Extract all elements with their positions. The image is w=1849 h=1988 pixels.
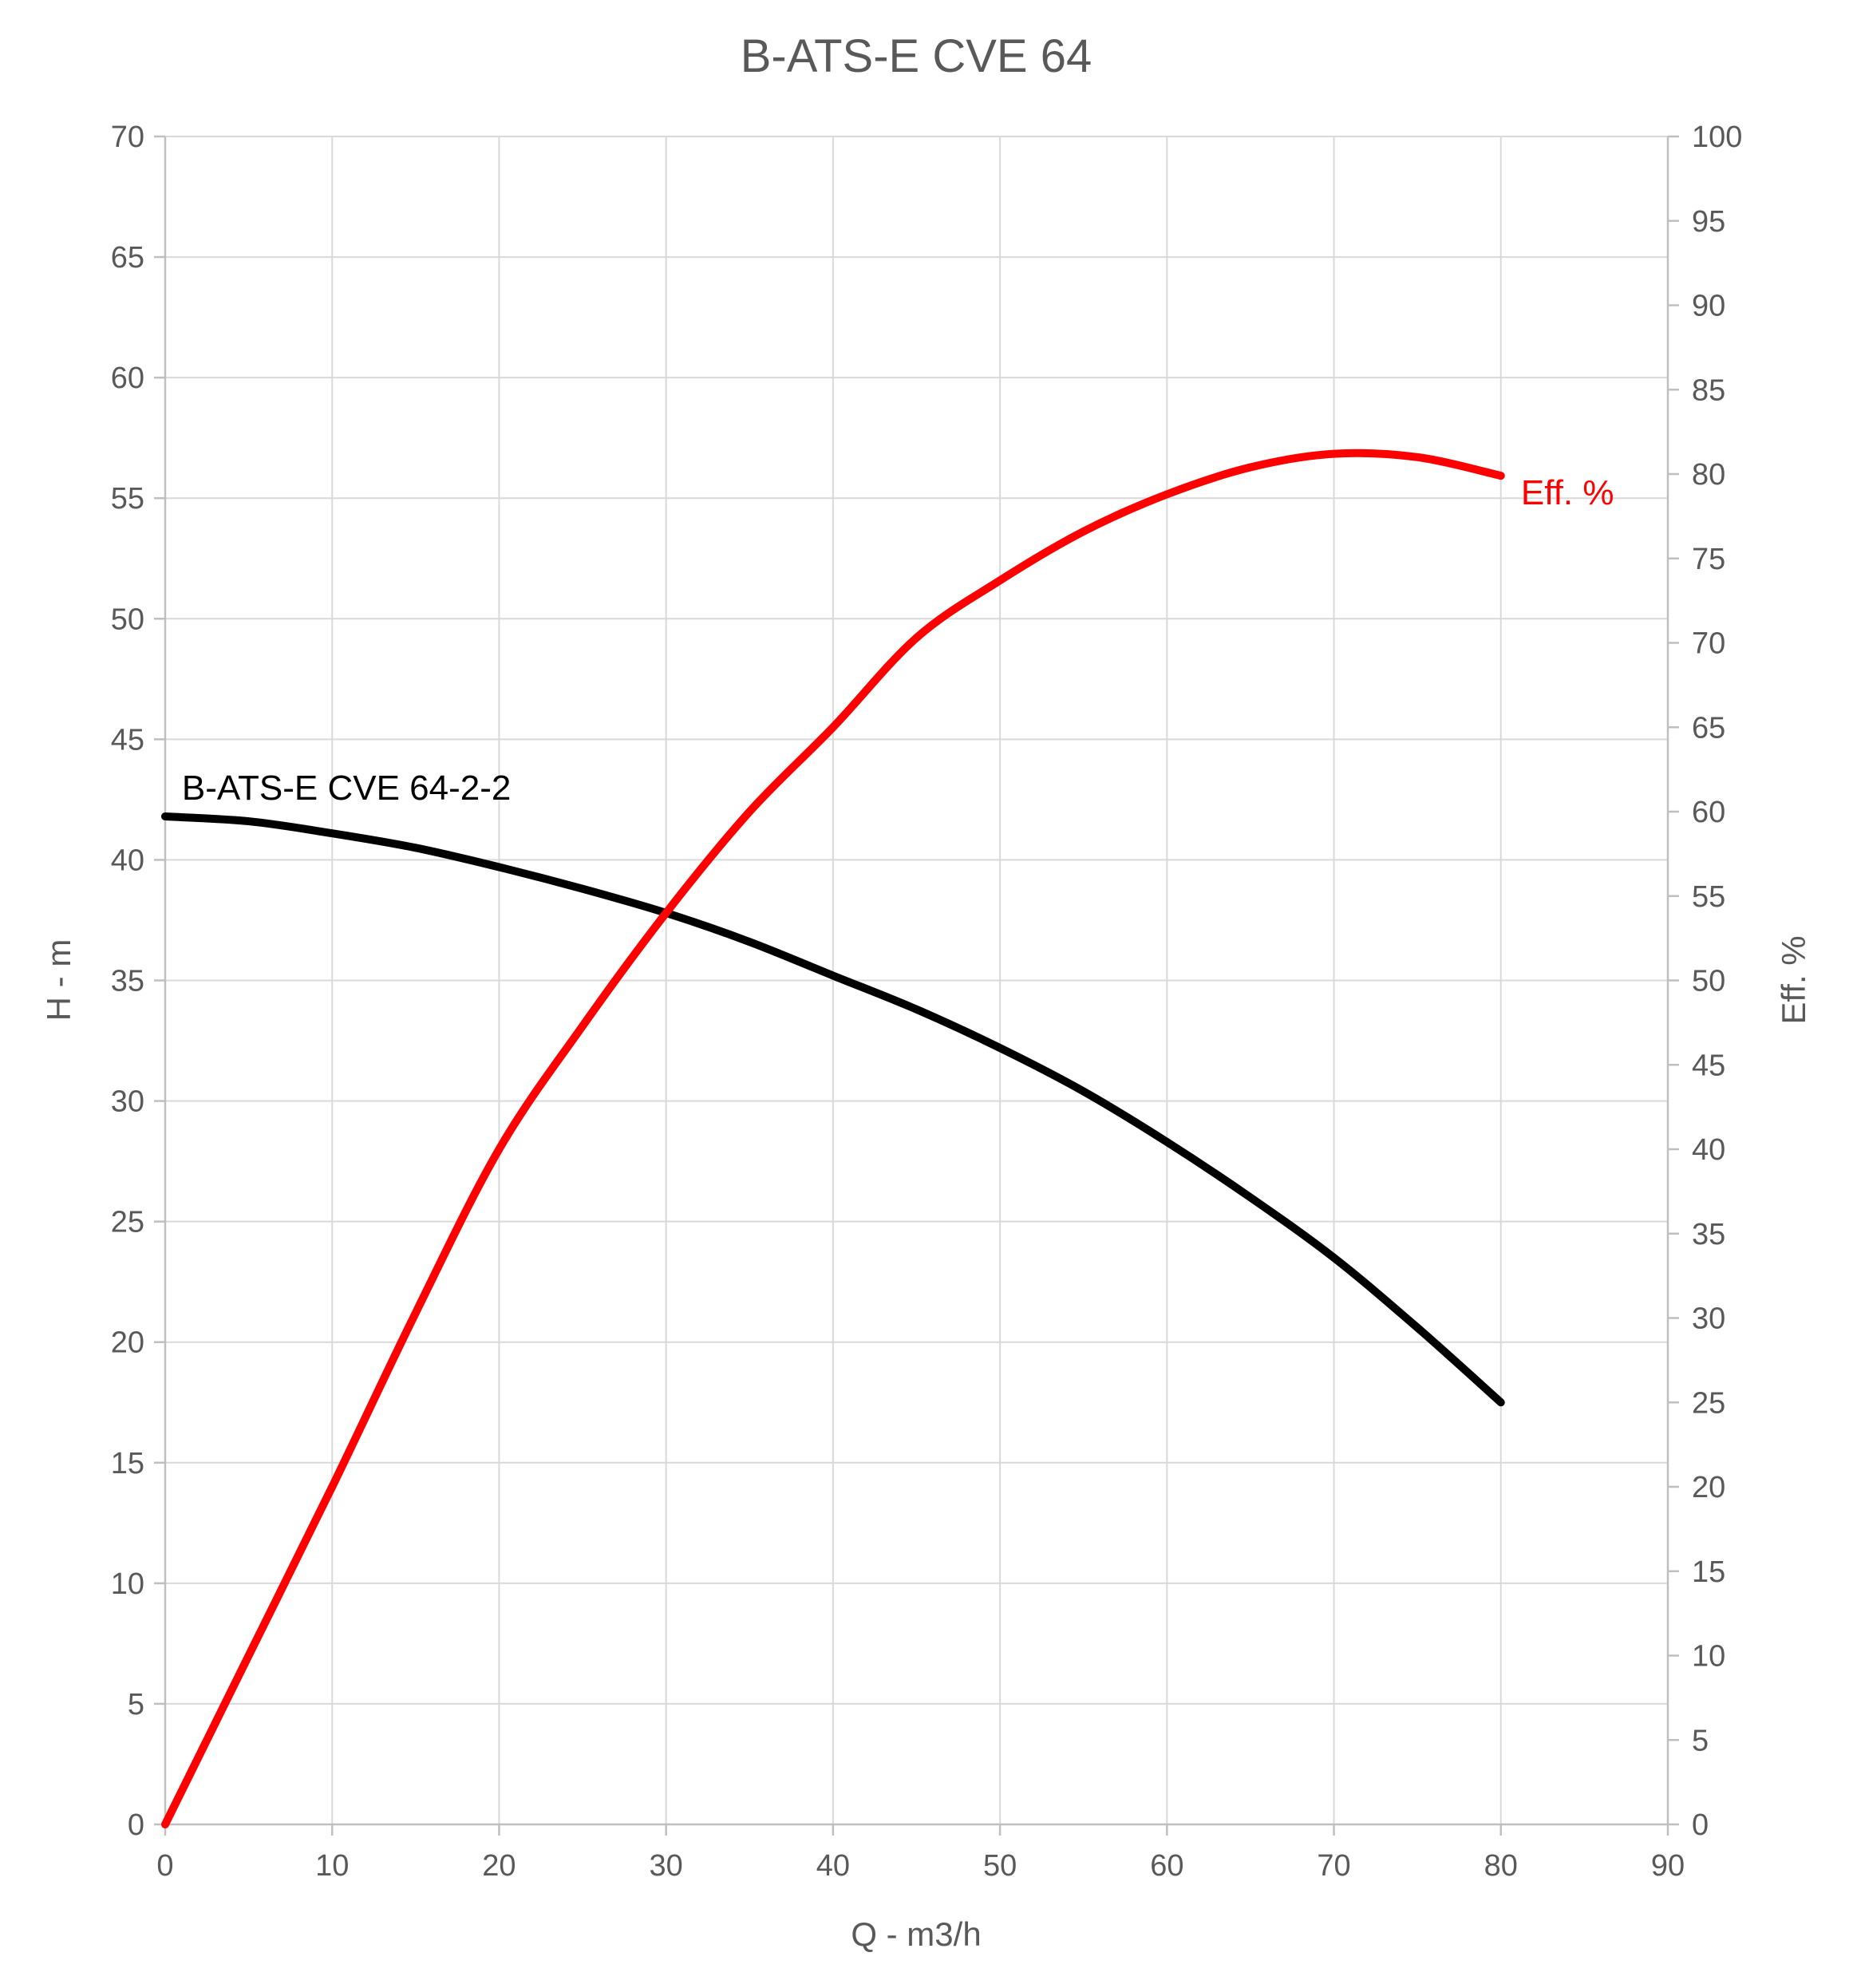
y-left-tick-label: 0: [128, 1808, 144, 1842]
y-right-tick-label: 25: [1692, 1386, 1725, 1420]
series-label-head: B-ATS-E CVE 64-2-2: [182, 769, 511, 808]
y-left-tick-label: 70: [111, 121, 144, 154]
y-right-tick-label: 90: [1692, 290, 1725, 323]
y-right-tick-label: 15: [1692, 1555, 1725, 1589]
y-right-tick-label: 10: [1692, 1640, 1725, 1674]
x-tick-label: 60: [1150, 1849, 1183, 1883]
y-right-tick-label: 60: [1692, 796, 1725, 829]
y-left-tick-label: 55: [111, 482, 144, 516]
axis-layer: [154, 135, 1679, 1836]
series-layer: [161, 449, 1505, 1828]
grid-layer: [164, 136, 1669, 1825]
y-right-tick-label: 45: [1692, 1049, 1725, 1082]
x-tick-label: 50: [983, 1849, 1017, 1883]
chart-title: B-ATS-E CVE 64: [741, 30, 1092, 82]
y-right-tick-label: 30: [1692, 1302, 1725, 1336]
y-right-tick-label: 100: [1692, 121, 1742, 154]
y-right-tick-label: 65: [1692, 711, 1725, 745]
y-left-tick-label: 20: [111, 1326, 144, 1360]
y-right-axis-title: Eff. %: [1775, 935, 1812, 1024]
y-left-tick-label: 60: [111, 362, 144, 395]
y-right-tick-label: 35: [1692, 1218, 1725, 1251]
y-right-tick-label: 70: [1692, 627, 1725, 661]
y-left-tick-label: 40: [111, 844, 144, 877]
y-left-tick-label: 5: [128, 1688, 144, 1721]
y-right-tick-label: 95: [1692, 205, 1725, 239]
y-left-tick-label: 50: [111, 603, 144, 636]
tick-label-layer: 0 5 10 15 20 25 30 35 40 45 50 55 60 65 70 0 5 10 15 20 25 30…: [111, 121, 1743, 1883]
x-axis-title: Q - m3/h: [851, 1915, 981, 1953]
y-left-axis-title: H - m: [40, 939, 77, 1022]
x-tick-label: 30: [650, 1849, 683, 1883]
y-right-tick-label: 85: [1692, 373, 1725, 407]
series-curve-head: [161, 812, 1505, 1407]
y-right-tick-label: 80: [1692, 458, 1725, 492]
y-left-tick-label: 25: [111, 1206, 144, 1239]
x-tick-label: 40: [816, 1849, 850, 1883]
y-right-tick-label: 75: [1692, 543, 1725, 576]
x-tick-label: 20: [482, 1849, 516, 1883]
annotation-layer: B-ATS-E CVE 64-2-2 Eff. %: [182, 473, 1614, 808]
y-right-tick-label: 0: [1692, 1808, 1709, 1842]
x-tick-label: 80: [1484, 1849, 1518, 1883]
x-tick-label: 10: [315, 1849, 349, 1883]
y-right-tick-label: 20: [1692, 1471, 1725, 1504]
series-curve-efficiency: [161, 449, 1505, 1828]
series-label-efficiency: Eff. %: [1521, 473, 1614, 512]
y-left-tick-label: 35: [111, 965, 144, 998]
x-tick-label: 70: [1317, 1849, 1350, 1883]
y-left-tick-label: 45: [111, 723, 144, 757]
y-left-tick-label: 30: [111, 1085, 144, 1119]
x-tick-label: 0: [156, 1849, 173, 1883]
x-tick-label: 90: [1651, 1849, 1685, 1883]
y-right-tick-label: 55: [1692, 880, 1725, 914]
y-right-tick-label: 5: [1692, 1724, 1709, 1757]
y-right-tick-label: 40: [1692, 1133, 1725, 1167]
y-left-tick-label: 15: [111, 1447, 144, 1480]
y-left-tick-label: 65: [111, 241, 144, 275]
y-left-tick-label: 10: [111, 1567, 144, 1601]
y-right-tick-label: 50: [1692, 965, 1725, 998]
